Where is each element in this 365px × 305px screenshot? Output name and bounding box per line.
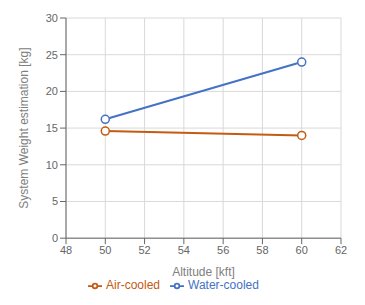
svg-text:60: 60 (296, 244, 308, 256)
svg-text:25: 25 (46, 49, 58, 61)
svg-text:30: 30 (46, 12, 58, 24)
svg-text:52: 52 (138, 244, 150, 256)
svg-text:15: 15 (46, 122, 58, 134)
svg-text:0: 0 (52, 232, 58, 244)
svg-text:48: 48 (60, 244, 72, 256)
svg-text:56: 56 (217, 244, 229, 256)
svg-text:20: 20 (46, 85, 58, 97)
svg-text:System Weight estimation [kg]: System Weight estimation [kg] (17, 47, 31, 208)
html-text:Water-cooled: Water-cooled (188, 278, 259, 293)
svg-text:54: 54 (178, 244, 190, 256)
svg-text:Altitude [kft]: Altitude [kft] (172, 265, 235, 279)
svg-text:50: 50 (99, 244, 111, 256)
svg-text:10: 10 (46, 159, 58, 171)
html-text:Air-cooled: Air-cooled (106, 278, 160, 293)
svg-text:58: 58 (256, 244, 268, 256)
svg-text:62: 62 (335, 244, 347, 256)
svg-text:5: 5 (52, 195, 58, 207)
